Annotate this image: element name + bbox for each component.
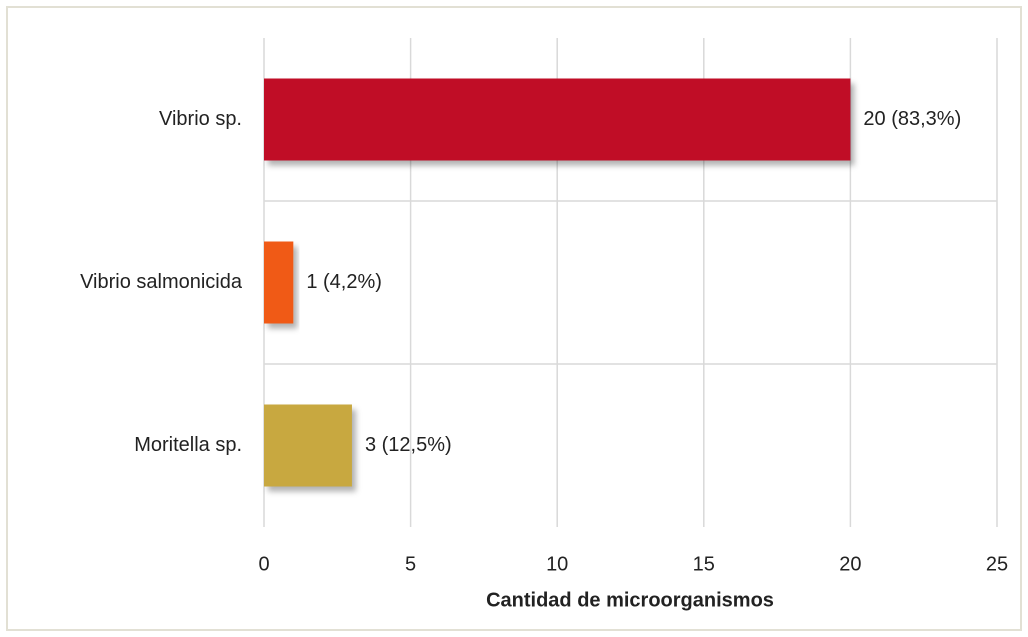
bar: [264, 241, 294, 324]
y-tick-label: Vibrio salmonicida: [80, 271, 243, 293]
data-label: 3 (12,5%): [365, 434, 452, 456]
bar: [264, 404, 352, 487]
y-tick-label: Vibrio sp.: [159, 108, 242, 130]
x-tick-label: 10: [546, 553, 568, 575]
y-tick-label: Moritella sp.: [134, 434, 242, 456]
data-label: 1 (4,2%): [306, 271, 382, 293]
x-tick-label: 0: [258, 553, 269, 575]
x-tick-label: 5: [405, 553, 416, 575]
bar: [264, 78, 851, 161]
x-tick-label: 20: [839, 553, 861, 575]
x-tick-label: 15: [693, 553, 715, 575]
data-label: 20 (83,3%): [863, 108, 961, 130]
x-axis-label: Cantidad de microorganismos: [486, 589, 774, 611]
x-tick-label: 25: [986, 553, 1008, 575]
